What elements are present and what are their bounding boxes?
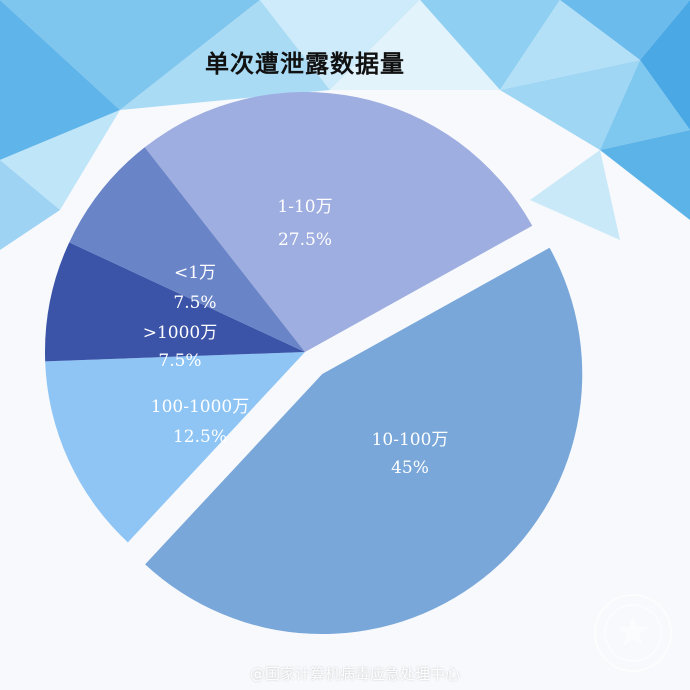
slice-value-label: 45% — [391, 458, 429, 478]
pie-slice — [45, 352, 305, 543]
slice-category-label: 1-10万 — [277, 197, 332, 217]
slice-value-label: 12.5% — [173, 427, 227, 447]
pie-slice — [45, 242, 305, 362]
slice-category-label: 10-100万 — [372, 430, 449, 450]
slice-category-label: <1万 — [174, 263, 216, 283]
watermark-text: @国家计算机病毒应急处理中心 — [250, 665, 461, 683]
chart-title: 单次遭泄露数据量 — [205, 50, 405, 78]
slice-category-label: 100-1000万 — [151, 397, 249, 417]
slice-value-label: 7.5% — [173, 293, 216, 313]
slice-value-label: 7.5% — [158, 351, 201, 371]
pie-slice — [69, 147, 305, 352]
slice-value-label: 27.5% — [278, 230, 332, 250]
slice-category-label: >1000万 — [143, 323, 218, 343]
pie-slice — [144, 92, 533, 353]
pie-slice — [145, 247, 583, 635]
emblem-seal — [594, 594, 672, 672]
